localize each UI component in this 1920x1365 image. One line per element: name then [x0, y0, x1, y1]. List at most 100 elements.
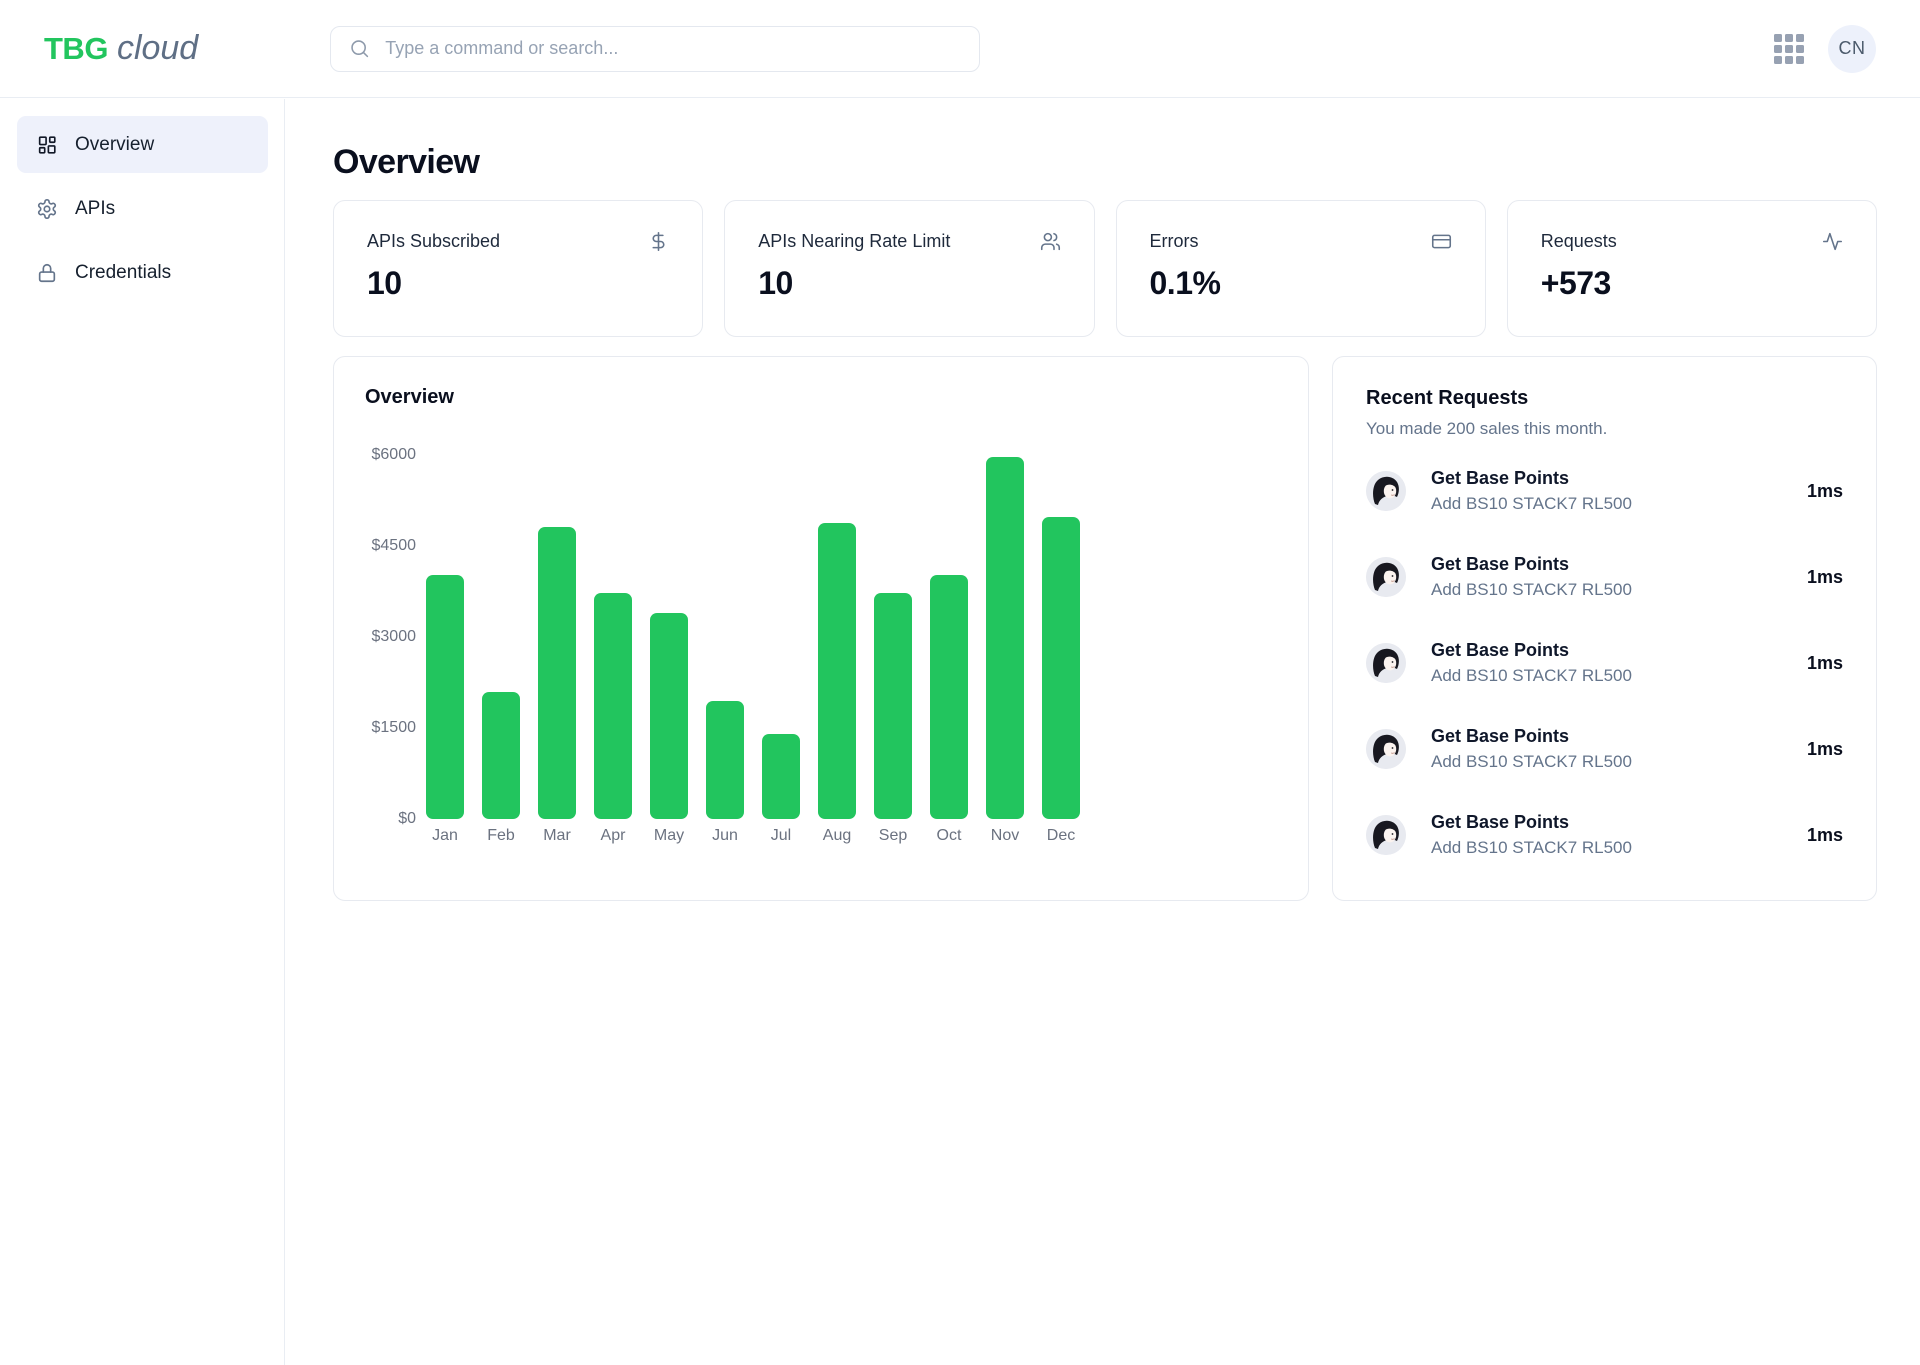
person-avatar-illustration — [1366, 471, 1406, 511]
x-axis-tick-label: Aug — [822, 827, 852, 844]
request-description: Add BS10 STACK7 RL500 — [1431, 580, 1632, 599]
x-axis-tick-label: Feb — [487, 827, 515, 844]
request-row: Get Base Points Add BS10 STACK7 RL500 1ms — [1366, 792, 1843, 878]
request-description: Add BS10 STACK7 RL500 — [1431, 752, 1632, 771]
search-input[interactable] — [383, 37, 962, 60]
stat-card-header: APIs Nearing Rate Limit — [758, 231, 1060, 252]
request-row: Get Base Points Add BS10 STACK7 RL500 1ms — [1366, 706, 1843, 792]
request-avatar — [1366, 643, 1406, 683]
request-texts: Get Base Points Add BS10 STACK7 RL500 — [1431, 468, 1632, 514]
bar-jul — [762, 734, 800, 819]
bar-apr — [594, 593, 632, 819]
bar-jun — [706, 701, 744, 819]
request-description: Add BS10 STACK7 RL500 — [1431, 666, 1632, 685]
sidebar-item-label: APIs — [75, 197, 116, 219]
request-latency: 1ms — [1806, 738, 1843, 759]
request-avatar — [1366, 557, 1406, 597]
bar-dec — [1042, 517, 1080, 819]
overview-chart-card: Overview $6000 $4500 $3000 $1500 $0 Jan Feb Mar… — [333, 356, 1309, 901]
sidebar-nav: Overview APIs Credentials — [0, 99, 285, 1365]
x-axis-tick-label: Mar — [543, 827, 571, 844]
header-actions: CN — [1774, 24, 1876, 73]
activity-icon — [1822, 232, 1843, 251]
apps-grid-icon[interactable] — [1774, 33, 1804, 64]
stat-label: APIs Nearing Rate Limit — [758, 231, 951, 251]
person-avatar-illustration — [1366, 557, 1406, 597]
request-row: Get Base Points Add BS10 STACK7 RL500 1ms — [1366, 534, 1843, 620]
stat-card: APIs Subscribed 10 — [333, 200, 704, 337]
request-name: Get Base Points — [1431, 468, 1570, 488]
stat-card: Requests +573 — [1506, 200, 1877, 337]
request-latency: 1ms — [1806, 652, 1843, 673]
x-axis-tick-label: Apr — [600, 827, 626, 844]
lock-icon — [38, 263, 56, 282]
sidebar-item-apis[interactable]: APIs — [17, 180, 268, 237]
y-axis-tick-label: $0 — [398, 810, 416, 827]
x-axis-tick-label: Jun — [712, 827, 738, 844]
logo-text-light: cloud — [116, 29, 199, 67]
request-texts: Get Base Points Add BS10 STACK7 RL500 — [1431, 812, 1632, 858]
request-row: Get Base Points Add BS10 STACK7 RL500 1ms — [1366, 620, 1843, 706]
main-content: Overview APIs Subscribed 10 APIs Nearing R… — [285, 99, 1920, 901]
x-axis-tick-label: Jul — [770, 827, 792, 844]
request-row: Get Base Points Add BS10 STACK7 RL500 1ms — [1366, 448, 1843, 534]
request-description: Add BS10 STACK7 RL500 — [1431, 494, 1632, 513]
dashboard-icon — [38, 135, 56, 154]
search-icon — [351, 40, 369, 58]
stat-label: Errors — [1149, 231, 1199, 251]
bar-sep — [874, 593, 912, 819]
stat-value: 0.1% — [1149, 265, 1221, 301]
avatar-initials: CN — [1838, 38, 1866, 58]
bar-nov — [986, 457, 1024, 819]
stat-card-header: Requests — [1541, 231, 1843, 252]
person-avatar-illustration — [1366, 815, 1406, 855]
stat-value: +573 — [1540, 265, 1612, 301]
bar-chart: $6000 $4500 $3000 $1500 $0 Jan Feb Mar Apr May Jun… — [372, 446, 1080, 844]
x-axis-tick-label: Jan — [432, 827, 458, 844]
person-avatar-illustration — [1366, 729, 1406, 769]
app-header: TBG cloud CN — [0, 0, 1920, 98]
logo-text-bold: TBG — [44, 31, 108, 66]
request-texts: Get Base Points Add BS10 STACK7 RL500 — [1431, 726, 1632, 772]
stat-card-header: APIs Subscribed — [367, 231, 669, 252]
stat-card-header: Errors — [1150, 231, 1452, 252]
stat-value: 10 — [758, 265, 793, 301]
request-name: Get Base Points — [1431, 812, 1570, 832]
stat-value: 10 — [367, 265, 402, 301]
request-latency: 1ms — [1806, 824, 1843, 845]
request-list: Get Base Points Add BS10 STACK7 RL500 1ms G… — [1366, 448, 1843, 878]
request-avatar — [1366, 729, 1406, 769]
request-texts: Get Base Points Add BS10 STACK7 RL500 — [1431, 640, 1632, 686]
sidebar-item-credentials[interactable]: Credentials — [17, 244, 268, 301]
x-axis-tick-label: Dec — [1046, 827, 1076, 844]
x-axis-tick-label: Sep — [878, 827, 908, 844]
bar-may — [650, 613, 688, 819]
stat-label: APIs Subscribed — [367, 231, 501, 251]
request-name: Get Base Points — [1431, 640, 1570, 660]
y-axis-tick-label: $3000 — [371, 628, 417, 645]
bar-feb — [482, 692, 520, 819]
sidebar-item-label: Overview — [75, 133, 155, 155]
command-search-box[interactable] — [330, 25, 981, 72]
x-axis-tick-label: Nov — [990, 827, 1020, 844]
x-axis-tick-label: Oct — [936, 827, 962, 844]
content-row: Overview $6000 $4500 $3000 $1500 $0 Jan Feb Mar… — [333, 356, 1877, 901]
stat-label: Requests — [1540, 231, 1617, 251]
user-avatar[interactable]: CN — [1828, 24, 1876, 73]
request-texts: Get Base Points Add BS10 STACK7 RL500 — [1431, 554, 1632, 600]
users-icon — [1040, 232, 1060, 251]
recent-requests-title: Recent Requests — [1366, 387, 1529, 409]
recent-requests-card: Recent Requests You made 200 sales this … — [1332, 356, 1877, 901]
request-avatar — [1366, 815, 1406, 855]
bar-aug — [818, 523, 856, 819]
request-latency: 1ms — [1806, 566, 1843, 587]
request-avatar — [1366, 471, 1406, 511]
sidebar-item-overview[interactable]: Overview — [17, 116, 268, 173]
stat-card: Errors 0.1% — [1115, 200, 1486, 337]
y-axis-tick-label: $4500 — [371, 537, 417, 554]
bar-mar — [538, 527, 576, 819]
recent-requests-subtitle: You made 200 sales this month. — [1366, 419, 1608, 438]
sidebar-item-label: Credentials — [75, 261, 172, 283]
stat-card: APIs Nearing Rate Limit 10 — [724, 200, 1095, 337]
bar-oct — [930, 575, 968, 819]
